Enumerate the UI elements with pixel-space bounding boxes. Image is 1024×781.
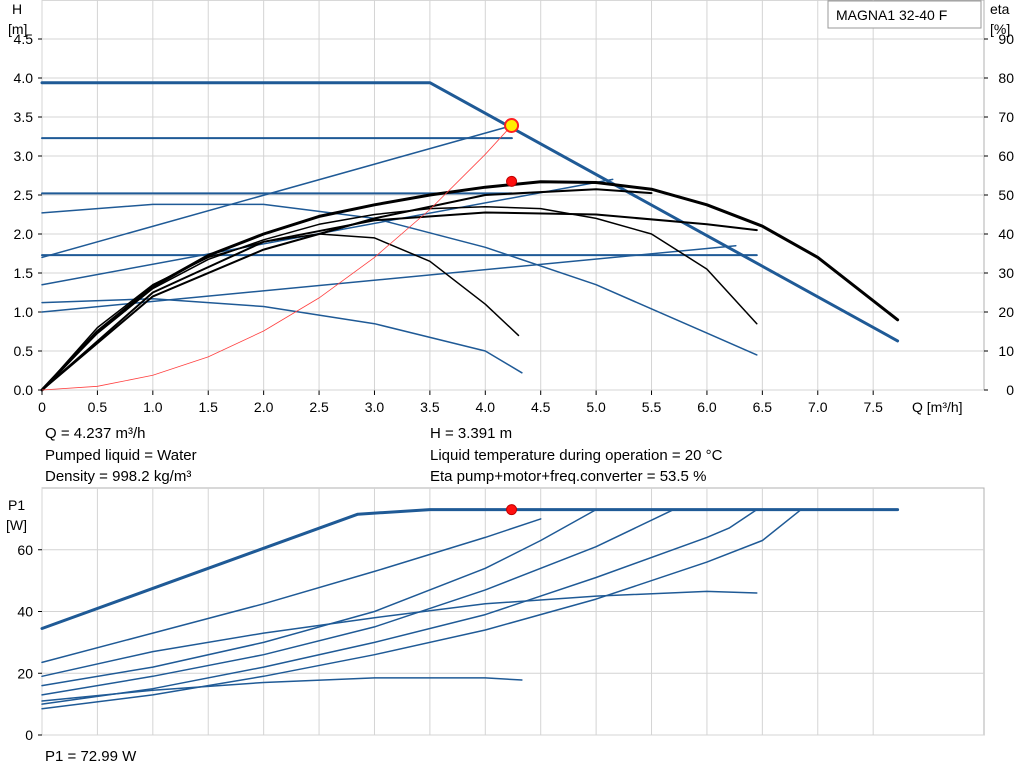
- y-tick-label: 1.5: [14, 265, 34, 281]
- y2-tick-label: 40: [998, 226, 1014, 242]
- info-density: Density = 998.2 kg/m³: [45, 468, 191, 485]
- head-curve: [41, 203, 758, 356]
- info-eta: Eta pump+motor+freq.converter = 53.5 %: [430, 468, 706, 485]
- power-grid: 0 20 40 60: [17, 488, 984, 743]
- efficiency-operating-point: [506, 175, 518, 187]
- y-tick-label: 0.5: [14, 343, 34, 359]
- head-curve: [40, 81, 900, 343]
- power-curve: [41, 508, 758, 705]
- p1-axis-label: P1: [8, 497, 25, 513]
- x-tick-label: 7.5: [863, 399, 883, 415]
- x-tick-label: 2.5: [309, 399, 329, 415]
- head-grid: 0 0.5 1.0 1.5 2.0 2.5 3.0 3.5 4.0 4.5 5.0 5.5 6.0 6.5…: [14, 0, 1014, 415]
- y-tick-label: 4.5: [14, 31, 34, 47]
- p1-axis-unit: [W]: [6, 517, 27, 533]
- x-tick-label: 3.0: [365, 399, 385, 415]
- y2-tick-label: 50: [998, 187, 1014, 203]
- y2-tick-label: 20: [998, 304, 1014, 320]
- x-axis-label: Q [m³/h]: [912, 399, 963, 415]
- y2-tick-label: 10: [998, 343, 1014, 359]
- x-tick-label: 3.5: [420, 399, 440, 415]
- power-y-tick-label: 0: [25, 727, 33, 743]
- system-curve: [41, 125, 512, 391]
- power-curve: [41, 508, 802, 710]
- x-tick-label: 6.5: [753, 399, 773, 415]
- x-tick-label: 5.5: [642, 399, 662, 415]
- model-label: MAGNA1 32-40 F: [836, 7, 947, 23]
- y2-tick-label: 80: [998, 70, 1014, 86]
- power-operating-point: [506, 504, 518, 516]
- power-curve: [41, 508, 597, 687]
- x-tick-label: 7.0: [808, 399, 828, 415]
- y-axis-unit: [m]: [8, 21, 27, 37]
- info-liquid: Pumped liquid = Water: [45, 447, 197, 464]
- power-curve: [40, 508, 900, 630]
- power-y-tick-label: 40: [17, 604, 33, 620]
- x-tick-label: 4.5: [531, 399, 551, 415]
- power-curve: [41, 508, 675, 696]
- info-p1: P1 = 72.99 W: [45, 748, 137, 765]
- y-tick-label: 1.0: [14, 304, 34, 320]
- y2-tick-label: 70: [998, 109, 1014, 125]
- y-tick-label: 4.0: [14, 70, 34, 86]
- x-tick-label: 4.0: [476, 399, 496, 415]
- y-tick-label: 3.5: [14, 109, 34, 125]
- head-curve: [41, 244, 737, 313]
- info-h: H = 3.391 m: [430, 425, 512, 442]
- y2-tick-label: 30: [998, 265, 1014, 281]
- x-tick-label: 0.5: [88, 399, 108, 415]
- y-tick-label: 3.0: [14, 148, 34, 164]
- power-curve: [41, 518, 542, 664]
- y2-tick-label: 0: [1006, 382, 1014, 398]
- info-q: Q = 4.237 m³/h: [45, 425, 145, 442]
- y2-tick-label: 90: [998, 31, 1014, 47]
- info-temp: Liquid temperature during operation = 20…: [430, 447, 723, 464]
- head-curve: [41, 124, 513, 259]
- efficiency-curve: [41, 188, 653, 391]
- x-tick-label: 1.0: [143, 399, 163, 415]
- x-tick-label: 0: [38, 399, 46, 415]
- y-tick-label: 0.0: [14, 382, 34, 398]
- head-operating-point: [504, 118, 520, 134]
- model-label-box: [827, 0, 982, 29]
- x-tick-label: 2.0: [254, 399, 274, 415]
- power-y-tick-label: 20: [17, 665, 33, 681]
- y2-axis-unit: [%]: [990, 21, 1010, 37]
- x-tick-label: 5.0: [586, 399, 606, 415]
- y-tick-label: 2.0: [14, 226, 34, 242]
- power-curve: [41, 590, 758, 678]
- power-curve: [41, 677, 523, 702]
- head-curve: [41, 297, 523, 374]
- y-tick-label: 2.5: [14, 187, 34, 203]
- head-curves: [40, 81, 900, 392]
- y-axis-label: H: [12, 1, 22, 17]
- x-tick-label: 1.5: [199, 399, 219, 415]
- efficiency-curve: [41, 211, 758, 391]
- y2-tick-label: 60: [998, 148, 1014, 164]
- efficiency-curve: [41, 233, 520, 391]
- power-curves: [40, 504, 900, 710]
- power-y-tick-label: 60: [17, 542, 33, 558]
- y2-axis-label: eta: [990, 1, 1010, 17]
- x-tick-label: 6.0: [697, 399, 717, 415]
